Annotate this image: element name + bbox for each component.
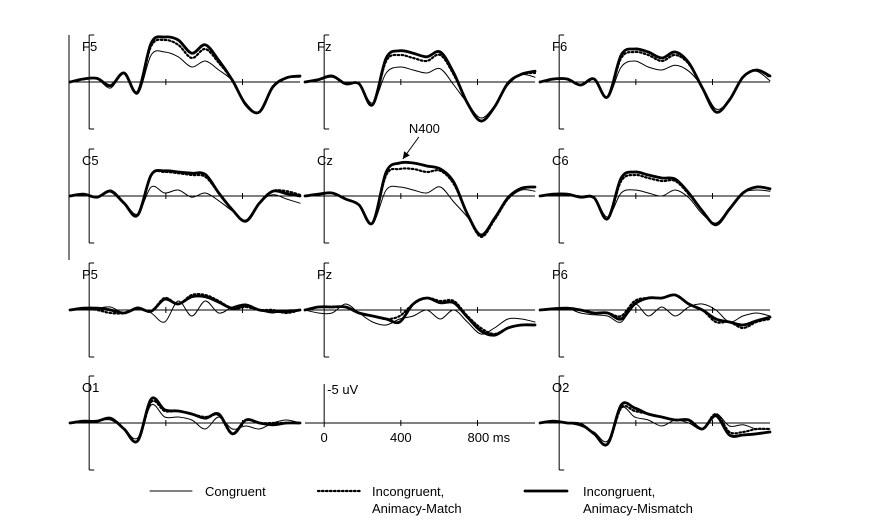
- wave-c5-animacy-mismatch: [68, 168, 302, 223]
- scale-voltage-label: -5 uV: [327, 382, 358, 397]
- panel-cz: Cz: [303, 148, 537, 244]
- legend: Congruent Incongruent,Animacy-MatchIncong…: [149, 484, 693, 516]
- n400-label: N400: [409, 121, 440, 136]
- electrode-label-cz: Cz: [317, 153, 333, 168]
- wave-f6-congruent: [539, 60, 771, 110]
- wave-c6-animacy-mismatch: [538, 170, 772, 227]
- wave-fz-congruent: [304, 66, 536, 119]
- legend-entry-animacy-mismatch: Incongruent, Animacy-Mismatch: [523, 484, 693, 516]
- wave-o2-congruent: [539, 406, 771, 443]
- electrode-label-f5: F5: [82, 39, 97, 54]
- electrode-label-fz: Fz: [317, 39, 331, 54]
- panel-c5: C5: [68, 148, 302, 244]
- legend-label-animacy-match: Animacy-Match: [372, 501, 462, 516]
- electrode-label-p5: P5: [82, 267, 98, 282]
- n400-annotation: N400: [402, 121, 440, 160]
- legend-entry-congruent: Congruent: [149, 484, 266, 499]
- panel-p6: P6: [538, 262, 772, 358]
- electrode-label-p6: P6: [552, 267, 568, 282]
- scale-x-tick-label: 400: [390, 430, 412, 445]
- wave-p5-animacy-mismatch: [68, 294, 302, 315]
- panel-f6: F6: [538, 34, 772, 130]
- legend-label-congruent: Congruent: [205, 484, 266, 499]
- legend-label-animacy-mismatch: Animacy-Mismatch: [583, 501, 693, 516]
- wave-p6-animacy-mismatch: [538, 293, 772, 327]
- wave-f6-animacy-mismatch: [538, 47, 772, 114]
- wave-cz-animacy-match: [303, 167, 537, 238]
- wave-f5-animacy-mismatch: [68, 35, 302, 115]
- wave-o2-animacy-match: [538, 404, 772, 447]
- wave-p6-congruent: [539, 303, 771, 323]
- legend-label-animacy-match: Incongruent,: [372, 484, 444, 499]
- electrode-label-f6: F6: [552, 39, 567, 54]
- panel-c6: C6: [538, 148, 772, 244]
- scale-x-tick-label: 800 ms: [468, 430, 511, 445]
- wave-fz-animacy-mismatch: [303, 49, 537, 123]
- panel-fz: Fz: [303, 34, 537, 130]
- electrode-label-pz: Pz: [317, 267, 332, 282]
- electrode-label-c6: C6: [552, 153, 569, 168]
- electrode-label-o2: O2: [552, 380, 569, 395]
- wave-c5-congruent: [69, 185, 301, 221]
- wave-pz-animacy-mismatch: [303, 296, 537, 337]
- wave-o2-animacy-mismatch: [538, 401, 772, 447]
- panel-o2: O2: [538, 375, 772, 471]
- scale-x-tick-label: 0: [321, 430, 328, 445]
- panel-p5: P5: [68, 262, 302, 358]
- wave-cz-animacy-mismatch: [303, 160, 537, 237]
- legend-entry-animacy-match: Incongruent, Animacy-Match: [316, 484, 462, 516]
- n400-arrow-head: [402, 151, 410, 159]
- legend-label-animacy-mismatch: Incongruent,: [583, 484, 655, 499]
- panel-pz: Pz: [303, 262, 537, 358]
- wave-pz-animacy-match: [303, 296, 537, 336]
- electrode-panels: F5 Fz F6 C5 Cz C6 P5 Pz P6 O1 O2 N400: [68, 34, 772, 471]
- wave-o1-animacy-mismatch: [68, 396, 302, 444]
- wave-fz-animacy-match: [303, 53, 537, 123]
- wave-pz-congruent: [304, 303, 536, 335]
- electrode-label-c5: C5: [82, 153, 99, 168]
- wave-o1-animacy-match: [68, 399, 302, 444]
- panel-o1: O1: [68, 375, 302, 471]
- center-scale-axis: -5 uV 0 400 800 ms: [305, 382, 536, 445]
- electrode-label-o1: O1: [82, 380, 99, 395]
- wave-o1-congruent: [69, 403, 301, 440]
- panel-f5: F5: [68, 34, 302, 130]
